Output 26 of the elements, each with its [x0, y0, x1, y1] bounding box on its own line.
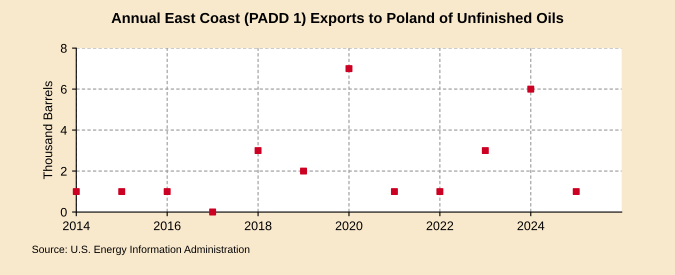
point	[390, 188, 398, 196]
y-tick-label: 4	[60, 126, 67, 135]
point	[572, 188, 580, 196]
point	[254, 147, 262, 154]
y-tick-label: 8	[60, 44, 67, 53]
x-tick-label: 2024	[518, 221, 544, 230]
point	[346, 65, 352, 72]
y-tick-label: 0	[60, 208, 67, 217]
x-tick-label: 2022	[426, 221, 454, 230]
x-tick-label: 2018	[244, 221, 272, 230]
x-tick-label: 2020	[336, 221, 362, 230]
x-tick-label: 2014	[63, 221, 90, 230]
point	[527, 86, 534, 93]
source-note: Source: U.S. Energy Information Administration	[32, 245, 250, 256]
point	[72, 188, 80, 196]
point	[209, 208, 216, 216]
point	[300, 168, 307, 175]
y-tick-label: 6	[60, 84, 67, 94]
y-axis-title: Thousand Barrels	[43, 81, 52, 180]
y-tick-label: 2	[60, 166, 67, 176]
point	[164, 188, 171, 196]
x-tick-label: 2016	[154, 221, 181, 230]
point	[118, 188, 126, 196]
chart-title: Annual East Coast (PADD 1) Exports to Poland of Unfinished Oils	[112, 12, 564, 26]
point	[482, 147, 489, 154]
point	[436, 188, 444, 196]
